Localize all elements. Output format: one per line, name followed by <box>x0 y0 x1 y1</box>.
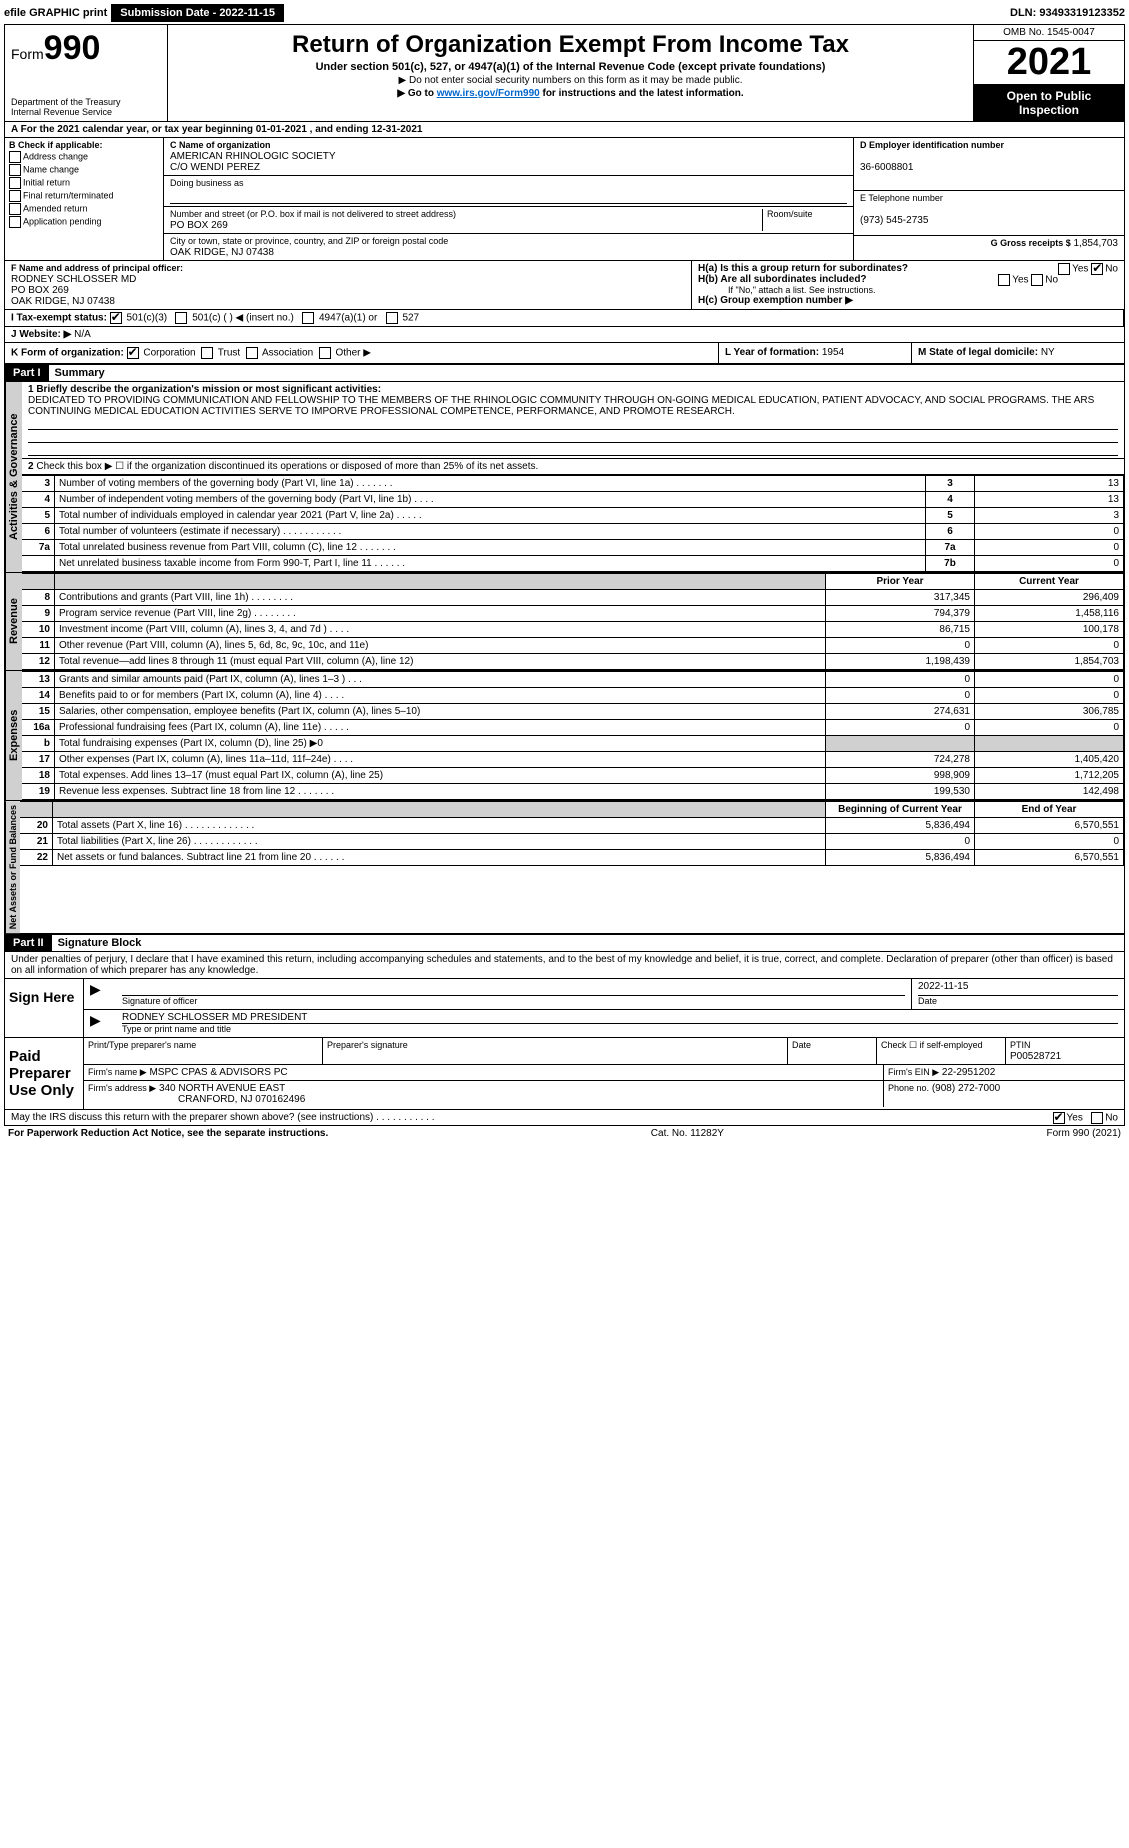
dln: DLN: 93493319123352 <box>1010 7 1125 19</box>
irs-link[interactable]: www.irs.gov/Form990 <box>437 88 540 99</box>
discuss-yes[interactable] <box>1053 1112 1065 1124</box>
website-row: J Website: ▶ N/A <box>5 327 1124 343</box>
chk-application-pending[interactable]: Application pending <box>9 216 159 228</box>
inspection-badge: Open to Public Inspection <box>974 85 1124 121</box>
chk-501c3[interactable] <box>110 312 122 324</box>
box-b: B Check if applicable: Address change Na… <box>5 138 164 260</box>
h-c: H(c) Group exemption number ▶ <box>698 295 1118 306</box>
box-c: C Name of organization AMERICAN RHINOLOG… <box>164 138 853 260</box>
chk-name-change[interactable]: Name change <box>9 164 159 176</box>
org-city: OAK RIDGE, NJ 07438 <box>170 247 274 258</box>
activities-governance: Activities & Governance 1 Briefly descri… <box>5 382 1124 573</box>
chk-final-return[interactable]: Final return/terminated <box>9 190 159 202</box>
chk-amended[interactable]: Amended return <box>9 203 159 215</box>
mission-block: 1 Briefly describe the organization's mi… <box>22 382 1124 459</box>
mission-text: DEDICATED TO PROVIDING COMMUNICATION AND… <box>28 395 1094 417</box>
firm-phone: (908) 272-7000 <box>932 1083 1000 1094</box>
telephone: (973) 545-2735 <box>860 215 928 226</box>
form-number: Form990 <box>11 29 161 68</box>
efile-label: efile GRAPHIC print <box>4 7 107 19</box>
omb-number: OMB No. 1545-0047 <box>974 25 1124 41</box>
officer-typed: RODNEY SCHLOSSER MD PRESIDENT <box>122 1012 1118 1024</box>
officer-name: RODNEY SCHLOSSER MD <box>11 274 136 285</box>
firm-addr: 340 NORTH AVENUE EAST <box>159 1083 285 1094</box>
form-title: Return of Organization Exempt From Incom… <box>174 31 967 59</box>
h-a: H(a) Is this a group return for subordin… <box>698 263 1118 274</box>
part1-header: Part I Summary <box>5 364 1124 382</box>
form-subtitle: Under section 501(c), 527, or 4947(a)(1)… <box>174 61 967 73</box>
firm-ein: 22-2951202 <box>942 1067 995 1078</box>
sig-date: 2022-11-15 <box>918 981 1118 996</box>
ptin: P00528721 <box>1010 1051 1061 1062</box>
tax-year: 2021 <box>974 41 1124 85</box>
form-container: Form990 Department of the Treasury Inter… <box>4 24 1125 1126</box>
chk-corporation[interactable] <box>127 347 139 359</box>
net-assets-section: Net Assets or Fund Balances Beginning of… <box>5 801 1124 934</box>
h-b: H(b) Are all subordinates included? Yes … <box>698 274 1118 285</box>
submission-date-badge: Submission Date - 2022-11-15 <box>111 4 284 22</box>
top-bar: efile GRAPHIC print Submission Date - 20… <box>4 4 1125 22</box>
period-line: A For the 2021 calendar year, or tax yea… <box>5 122 1124 138</box>
revenue-section: Revenue Prior YearCurrent Year8Contribut… <box>5 573 1124 671</box>
org-co: C/O WENDI PEREZ <box>170 162 260 173</box>
org-address: PO BOX 269 <box>170 220 228 231</box>
expenses-section: Expenses 13Grants and similar amounts pa… <box>5 671 1124 801</box>
form-org-row: K Form of organization: Corporation Trus… <box>5 343 1124 364</box>
lines-8-12: Prior YearCurrent Year8Contributions and… <box>22 573 1124 670</box>
gross-receipts: 1,854,703 <box>1074 238 1119 249</box>
chk-initial-return[interactable]: Initial return <box>9 177 159 189</box>
state-domicile: NY <box>1041 347 1055 358</box>
paid-preparer-block: Paid Preparer Use Only Print/Type prepar… <box>5 1038 1124 1110</box>
page-footer: For Paperwork Reduction Act Notice, see … <box>4 1126 1125 1141</box>
discuss-no[interactable] <box>1091 1112 1103 1124</box>
line-2: 2 Check this box ▶ ☐ if the organization… <box>22 459 1124 475</box>
org-info-row: B Check if applicable: Address change Na… <box>5 138 1124 261</box>
form-header: Form990 Department of the Treasury Inter… <box>5 25 1124 122</box>
firm-name: MSPC CPAS & ADVISORS PC <box>149 1067 287 1078</box>
lines-20-22: Beginning of Current YearEnd of Year20To… <box>20 801 1124 866</box>
year-formation: 1954 <box>822 347 844 358</box>
tax-exempt-row: I Tax-exempt status: 501(c)(3) 501(c) ( … <box>5 310 1124 327</box>
chk-address-change[interactable]: Address change <box>9 151 159 163</box>
dept-treasury: Department of the Treasury Internal Reve… <box>11 97 161 117</box>
declaration: Under penalties of perjury, I declare th… <box>5 952 1124 979</box>
part2-header: Part II Signature Block <box>5 934 1124 952</box>
ein: 36-6008801 <box>860 162 913 173</box>
officer-group-row: F Name and address of principal officer:… <box>5 261 1124 310</box>
discuss-row: May the IRS discuss this return with the… <box>5 1110 1124 1125</box>
sign-here-block: Sign Here ▶ Signature of officer 2022-11… <box>5 979 1124 1038</box>
lines-13-19: 13Grants and similar amounts paid (Part … <box>22 671 1124 800</box>
ssn-note: ▶ Do not enter social security numbers o… <box>174 75 967 86</box>
website: N/A <box>74 329 91 340</box>
org-name: AMERICAN RHINOLOGIC SOCIETY <box>170 151 336 162</box>
box-d-e-g: D Employer identification number 36-6008… <box>853 138 1124 260</box>
lines-3-7: 3Number of voting members of the governi… <box>22 475 1124 572</box>
instructions-note: ▶ Go to www.irs.gov/Form990 for instruct… <box>174 88 967 99</box>
